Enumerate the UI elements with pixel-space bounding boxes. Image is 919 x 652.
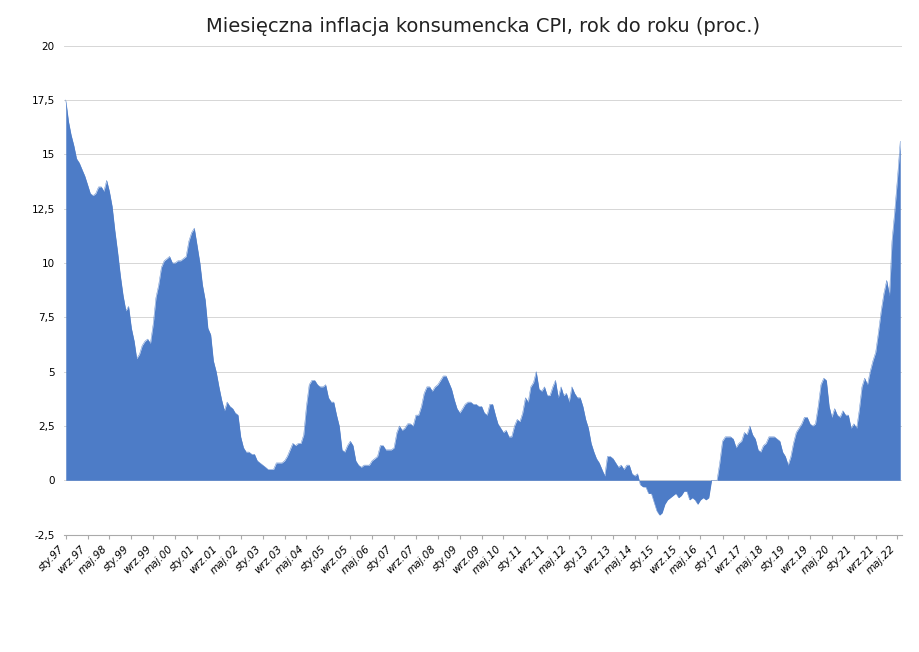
Title: Miesięczna inflacja konsumencka CPI, rok do roku (proc.): Miesięczna inflacja konsumencka CPI, rok… <box>206 17 759 36</box>
